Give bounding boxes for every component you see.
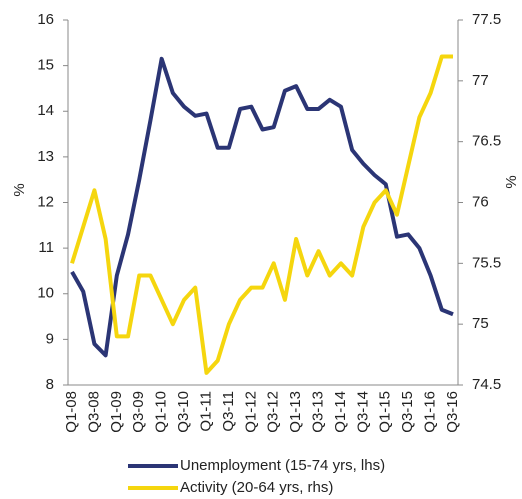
x-tick-label: Q3-16 [444,391,461,433]
x-tick-label: Q1-15 [377,391,394,433]
x-tick-label: Q1-11 [197,391,214,432]
x-tick-label: Q3-08 [85,391,102,433]
x-tick-label: Q1-13 [287,391,304,433]
y-tick-label: 11 [38,239,54,256]
y-tick-label: 16 [37,11,54,28]
y2-tick-label: 76 [472,193,489,210]
y-tick-label: 14 [37,102,54,119]
y-tick-label: 12 [37,193,54,210]
x-tick-label: Q3-11 [220,391,237,432]
y-tick-label: 10 [37,285,54,302]
x-tick-label: Q3-10 [175,391,192,433]
series-line [70,54,453,375]
x-tick-label: Q1-09 [108,391,125,433]
y-tick-label: 8 [46,376,54,393]
y2-tick-label: 75 [472,315,489,332]
x-tick-label: Q1-10 [153,391,170,433]
legend-label: Activity (20-64 yrs, rhs) [180,479,333,496]
x-tick-label: Q3-14 [354,391,371,433]
y2-axis-label: % [503,175,520,188]
y-tick-label: 13 [37,148,54,165]
x-tick-label: Q3-09 [130,391,147,433]
x-tick-label: Q1-12 [242,391,259,433]
legend-label: Unemployment (15-74 yrs, lhs) [180,457,385,474]
y2-tick-label: 77 [472,72,489,89]
series-line [70,56,454,358]
y-tick-label: 9 [46,330,54,347]
y2-tick-label: 76.5 [472,133,501,150]
x-tick-label: Q3-13 [309,391,326,433]
x-tick-label: Q3-12 [265,391,282,433]
y-tick-label: 15 [37,57,54,74]
y2-tick-label: 74.5 [472,376,501,393]
x-tick-label: Q1-14 [332,391,349,433]
x-tick-label: Q1-08 [63,391,80,433]
y2-tick-label: 77.5 [472,11,501,28]
x-tick-label: Q1-16 [422,391,439,433]
y-axis-label: % [11,183,28,196]
x-tick-label: Q3-15 [399,391,416,433]
y2-tick-label: 75.5 [472,254,501,271]
